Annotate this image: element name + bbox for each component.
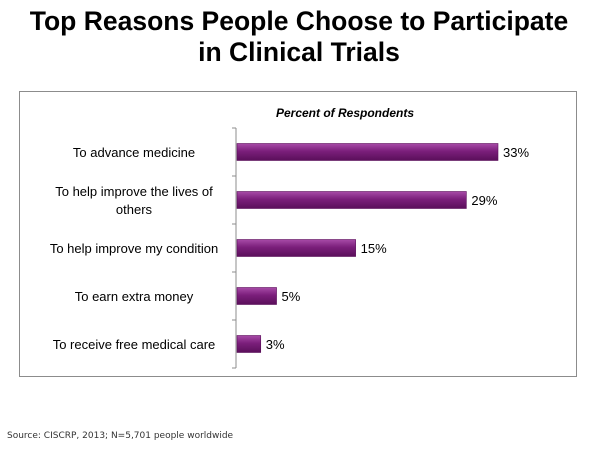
chart-title-line-2: in Clinical Trials — [198, 37, 400, 67]
chart-title: Top Reasons People Choose to Participate… — [0, 6, 598, 68]
value-label: 29% — [471, 193, 497, 208]
category-label: To receive free medical care — [53, 337, 216, 352]
value-label: 3% — [266, 337, 285, 352]
bar — [236, 143, 499, 161]
category-label: To advance medicine — [73, 145, 195, 160]
chart-frame — [19, 91, 577, 377]
value-label: 15% — [361, 241, 387, 256]
bar — [236, 191, 467, 209]
category-label: others — [116, 202, 153, 217]
source-note: Source: CISCRP, 2013; N=5,701 people wor… — [7, 431, 234, 441]
chart-title-line-1: Top Reasons People Choose to Participate — [29, 6, 569, 36]
category-label: To help improve my condition — [50, 241, 218, 256]
chart-subtitle: Percent of Respondents — [276, 106, 414, 120]
bar — [236, 287, 277, 305]
bar — [236, 239, 356, 257]
bar — [236, 335, 262, 353]
category-label: To earn extra money — [75, 289, 194, 304]
value-label: 33% — [503, 145, 529, 160]
value-label: 5% — [282, 289, 301, 304]
category-label: To help improve the lives of — [55, 184, 213, 199]
